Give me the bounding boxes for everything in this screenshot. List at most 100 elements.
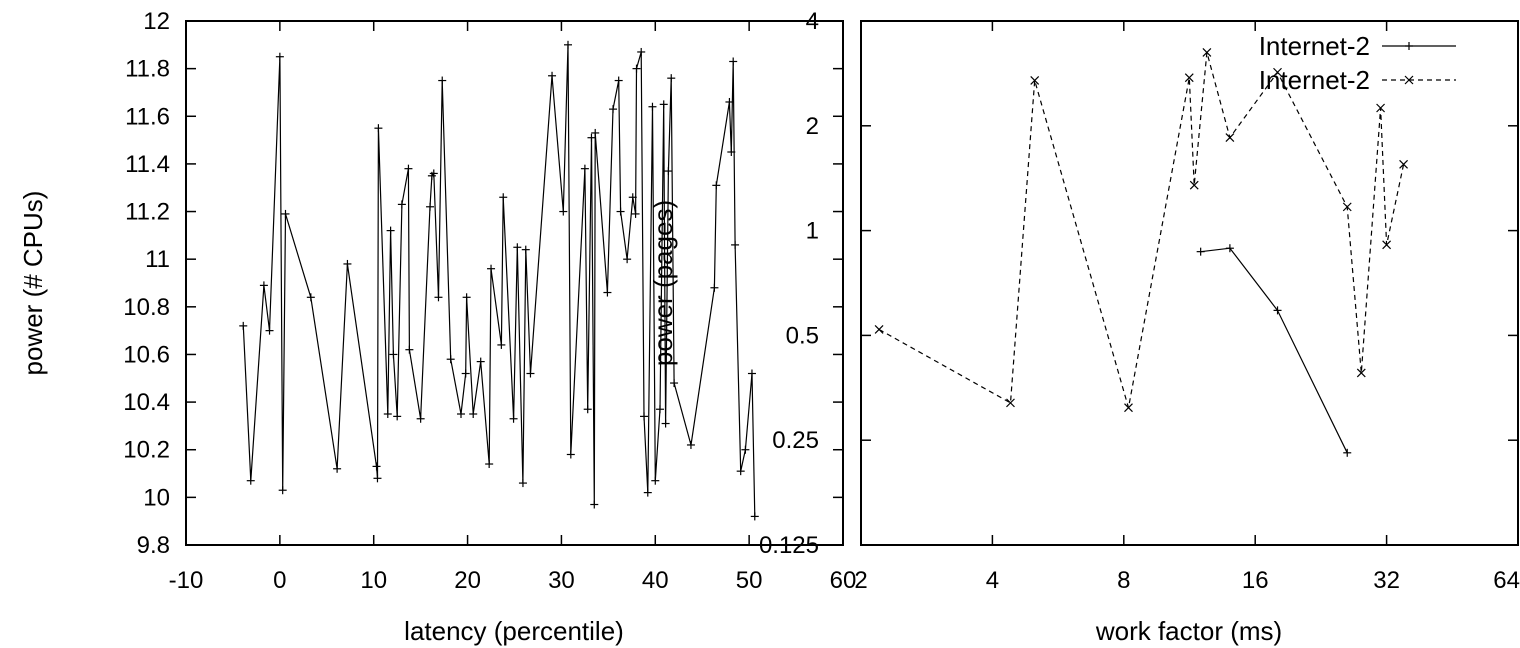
right-data-point (1124, 403, 1133, 413)
left-data-point (736, 467, 745, 476)
left-data-point (548, 71, 557, 80)
right-series-line (878, 52, 1405, 408)
left-data-point (651, 476, 660, 485)
left-y-tick-label: 11 (145, 246, 170, 273)
left-data-point (393, 412, 402, 421)
left-data-point (259, 281, 268, 290)
right-y-axis-label: power (pages) (648, 200, 678, 366)
left-y-tick-label: 11.6 (125, 103, 170, 130)
left-data-point (591, 128, 600, 137)
right-x-tick-label: 32 (1373, 567, 1400, 594)
left-data-point (509, 414, 518, 423)
right-data-point (1189, 180, 1199, 190)
left-x-tick-label: 10 (360, 567, 387, 594)
left-data-point (526, 369, 535, 378)
right-x-axis-label: work factor (ms) (1095, 616, 1282, 646)
left-data-point (499, 193, 508, 202)
right-y-tick-label: 2 (806, 113, 819, 140)
right-tick-marks (860, 20, 1519, 546)
left-data-point (712, 181, 721, 190)
right-x-tick-label: 64 (1493, 567, 1520, 594)
left-data-point (476, 357, 485, 366)
left-y-tick-label: 10.8 (123, 294, 170, 321)
left-x-tick-label: 20 (454, 567, 481, 594)
left-y-tick-label: 12 (143, 8, 170, 35)
right-x-tick-label: 4 (986, 567, 999, 594)
left-x-tick-label: -10 (169, 567, 204, 594)
left-data-point (741, 445, 750, 454)
left-data-point (485, 460, 494, 469)
left-data-point (239, 321, 248, 330)
right-data-point (1382, 240, 1392, 250)
left-chart: 9.81010.210.410.610.81111.211.411.611.81… (18, 8, 856, 646)
legend-label: Internet-2 (1259, 65, 1370, 95)
left-data-point (710, 283, 719, 292)
left-data-point (623, 255, 632, 264)
right-data-point (874, 325, 884, 334)
left-data-point (397, 200, 406, 209)
left-data-point (661, 419, 670, 428)
left-data-point (246, 476, 255, 485)
left-data-point (333, 464, 342, 473)
left-data-point (616, 207, 625, 216)
left-data-point (583, 405, 592, 414)
left-plot-frame (185, 20, 844, 546)
left-data-point (648, 102, 657, 111)
right-data-point (1202, 47, 1212, 57)
right-x-tick-label: 16 (1242, 567, 1269, 594)
right-data-point (1225, 133, 1235, 143)
left-data-point (667, 74, 676, 83)
left-data-point (614, 76, 623, 85)
left-data-point (563, 40, 572, 49)
left-data-point (659, 100, 668, 109)
right-data-point (1030, 76, 1040, 85)
left-data-point (747, 369, 756, 378)
left-data-point (631, 209, 640, 218)
right-data-point (1356, 368, 1366, 378)
right-data-point (1273, 306, 1282, 315)
left-x-tick-label: 0 (273, 567, 286, 594)
right-y-tick-label: 0.5 (786, 322, 819, 349)
left-data-point (389, 350, 398, 359)
left-y-tick-label: 9.8 (137, 532, 170, 559)
left-data-point (727, 148, 736, 156)
left-data-point (590, 500, 599, 509)
left-y-tick-label: 10.2 (123, 437, 170, 464)
left-data-point (603, 288, 612, 297)
right-y-tick-label: 1 (806, 218, 819, 245)
left-tick-marks (185, 20, 844, 546)
left-data-point (628, 193, 637, 202)
left-data-point (373, 474, 382, 483)
legend-marker (1405, 42, 1413, 50)
left-data-point (609, 105, 618, 114)
left-data-point (487, 264, 496, 273)
left-x-tick-label: 40 (642, 567, 669, 594)
left-data-point (497, 340, 506, 349)
left-data-point (438, 76, 447, 85)
left-data-point (637, 47, 646, 56)
left-data-point (462, 293, 471, 302)
left-data-point (383, 410, 392, 418)
left-data-point (306, 293, 315, 302)
left-data-point (372, 462, 381, 471)
left-data-point (426, 202, 435, 211)
left-data-point (521, 245, 530, 254)
legend-label: Internet-2 (1259, 31, 1370, 61)
left-series (239, 40, 759, 521)
left-data-point (640, 412, 649, 421)
left-data-point (587, 133, 596, 142)
left-data-point (670, 379, 679, 388)
left-y-tick-label: 11.8 (125, 56, 170, 83)
left-x-tick-label: 30 (548, 567, 575, 594)
left-data-point (461, 369, 470, 378)
left-data-point (513, 243, 522, 252)
left-data-point (278, 486, 287, 495)
left-data-point (725, 97, 734, 106)
left-y-axis-label: power (# CPUs) (18, 191, 48, 376)
left-data-point (643, 488, 652, 497)
left-data-point (374, 124, 383, 133)
left-data-point (469, 410, 478, 418)
right-y-tick-label: 4 (806, 8, 819, 35)
left-y-tick-label: 10 (143, 484, 170, 511)
